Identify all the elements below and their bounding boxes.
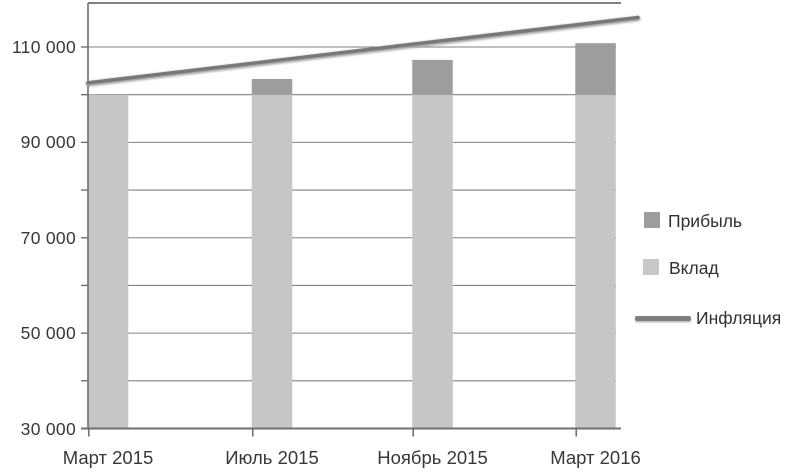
x-category-label: Июль 2015	[225, 447, 319, 468]
bar-deposit	[575, 94, 616, 429]
bar-profit	[412, 59, 453, 95]
y-tick-label: 70 000	[20, 227, 76, 248]
legend-profit-square-icon	[644, 212, 660, 228]
x-category-label: Март 2016	[550, 447, 641, 468]
legend-inflation-line-icon	[635, 316, 691, 321]
legend-label-profit: Прибыль	[668, 211, 743, 231]
inflation-line	[86, 15, 640, 85]
y-tick-label: 50 000	[20, 323, 76, 344]
legend-label-inflation: Инфляция	[696, 308, 782, 328]
legend-label-deposit: Вклад	[669, 258, 719, 278]
bar-profit	[575, 43, 616, 95]
y-tick-label: 30 000	[20, 418, 76, 439]
y-tick-label: 110 000	[11, 37, 76, 57]
y-tick-label: 90 000	[20, 132, 76, 153]
bar-deposit	[251, 94, 293, 429]
x-category-label: Март 2015	[62, 447, 154, 468]
x-category-label: Ноябрь 2015	[377, 447, 488, 468]
bar-deposit	[87, 94, 129, 429]
legend-deposit-square-icon	[643, 259, 659, 275]
bar-deposit	[412, 94, 453, 429]
bar-profit	[251, 78, 293, 95]
